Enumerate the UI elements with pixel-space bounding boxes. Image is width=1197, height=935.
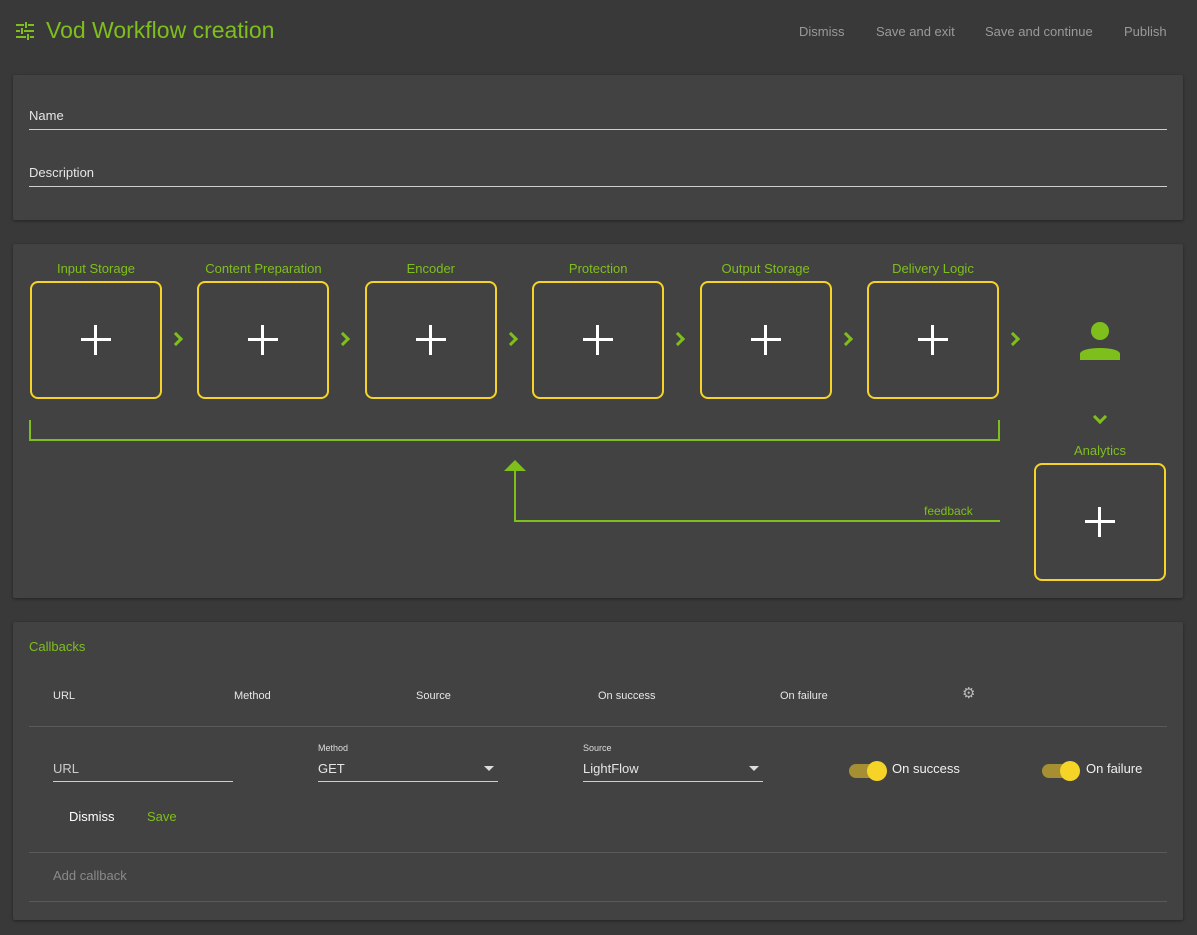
add-callback-button[interactable]: Add callback (53, 868, 127, 883)
divider (29, 852, 1167, 853)
add-encoder-button[interactable] (364, 281, 497, 399)
column-url: URL (53, 690, 76, 702)
stage-label-content-preparation: Content Preparation (205, 261, 322, 276)
add-input-storage-button[interactable] (30, 281, 162, 399)
column-on-success: On success (598, 690, 656, 702)
add-output-storage-button[interactable] (699, 281, 832, 399)
add-protection-button[interactable] (532, 281, 665, 399)
on-success-label: On success (892, 761, 960, 776)
feedback-label: feedback (924, 504, 973, 518)
plus-icon (918, 325, 948, 355)
caret-down-icon (484, 766, 494, 771)
method-select[interactable]: GET (318, 761, 498, 782)
add-analytics-button[interactable] (1034, 463, 1166, 581)
tune-icon (16, 22, 34, 40)
plus-icon (1085, 507, 1115, 537)
person-icon (1080, 322, 1120, 360)
column-source: Source (416, 690, 451, 702)
stage-label-delivery-logic: Delivery Logic (892, 261, 974, 276)
on-success-toggle[interactable] (849, 761, 887, 781)
method-value: GET (318, 761, 345, 776)
callback-dismiss-button[interactable]: Dismiss (69, 809, 115, 824)
add-delivery-logic-button[interactable] (867, 281, 999, 399)
method-label: Method (318, 743, 349, 753)
save-and-exit-button[interactable]: Save and exit (876, 24, 955, 39)
name-field[interactable]: Name (29, 108, 1167, 130)
bracket-line (29, 420, 1000, 441)
url-input[interactable]: URL (53, 761, 233, 782)
feedback-arrow-icon (504, 460, 526, 471)
details-card: Name Description (13, 75, 1183, 220)
source-select[interactable]: LightFlow (583, 761, 763, 782)
dismiss-button[interactable]: Dismiss (799, 24, 845, 39)
stage-label-protection: Protection (568, 261, 628, 276)
plus-icon (81, 325, 111, 355)
page-title: Vod Workflow creation (46, 17, 275, 43)
divider (29, 726, 1167, 727)
plus-icon (750, 325, 781, 355)
workflow-connectors (29, 420, 1000, 522)
source-value: LightFlow (583, 761, 639, 776)
divider (29, 901, 1167, 902)
plus-icon (583, 325, 614, 355)
workflow-card: Input Storage Content Preparation Encode… (13, 244, 1183, 598)
callback-save-button[interactable]: Save (147, 809, 177, 824)
plus-icon (248, 325, 279, 355)
source-label: Source (583, 743, 612, 753)
stage-label-output-storage: Output Storage (721, 261, 810, 276)
caret-down-icon (749, 766, 759, 771)
column-on-failure: On failure (780, 690, 828, 702)
on-failure-label: On failure (1086, 761, 1143, 776)
gear-icon[interactable]: ⚙ (962, 685, 976, 702)
callbacks-title: Callbacks (29, 639, 86, 654)
on-failure-toggle[interactable] (1042, 761, 1080, 781)
feedback-line (514, 470, 1000, 522)
save-and-continue-button[interactable]: Save and continue (985, 24, 1093, 39)
column-method: Method (234, 690, 271, 702)
analytics-label: Analytics (1073, 443, 1127, 458)
publish-button[interactable]: Publish (1124, 24, 1167, 39)
callbacks-card: Callbacks URL Method Source On success O… (13, 622, 1183, 920)
stage-label-encoder: Encoder (406, 261, 455, 276)
description-field[interactable]: Description (29, 165, 1167, 187)
add-content-preparation-button[interactable] (197, 281, 330, 399)
plus-icon (415, 325, 446, 355)
stage-label-input-storage: Input Storage (56, 261, 136, 276)
